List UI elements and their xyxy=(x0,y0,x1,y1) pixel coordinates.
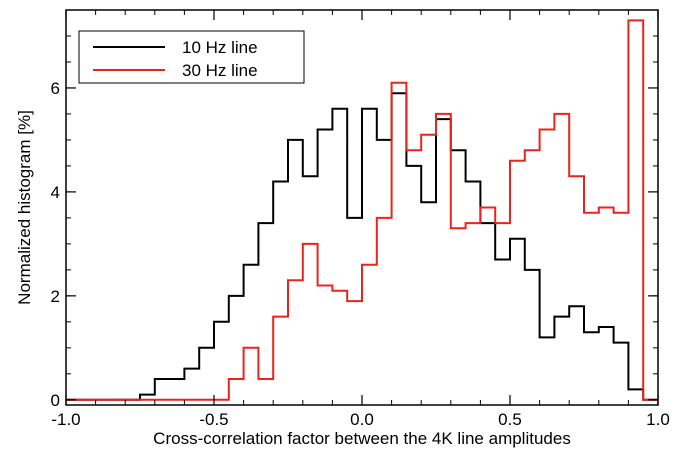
legend-label-30hz: 30 Hz line xyxy=(182,61,258,80)
x-axis-label: Cross-correlation factor between the 4K … xyxy=(153,429,571,448)
x-tick-label: -1.0 xyxy=(51,410,80,429)
y-tick-label: 6 xyxy=(51,79,60,98)
series-step-1 xyxy=(66,19,658,401)
y-axis-ticks: 0 2 4 6 xyxy=(51,9,658,410)
x-tick-label: 0.0 xyxy=(350,410,374,429)
legend: 10 Hz line 30 Hz line xyxy=(78,30,305,84)
x-tick-label: 1.0 xyxy=(646,410,670,429)
series-layer xyxy=(66,19,658,401)
x-tick-label: 0.5 xyxy=(498,410,522,429)
y-tick-label: 0 xyxy=(51,391,60,410)
x-axis-ticks: -1.0 -0.5 0.0 0.5 1.0 xyxy=(51,10,670,429)
legend-label-10hz: 10 Hz line xyxy=(182,38,258,57)
y-axis-label: Normalized histogram [%] xyxy=(15,110,34,305)
plot-area: -1.0 -0.5 0.0 0.5 1.0 0 2 4 6 xyxy=(51,9,670,429)
y-tick-label: 4 xyxy=(51,183,60,202)
x-tick-label: -0.5 xyxy=(199,410,228,429)
series-step-0 xyxy=(66,92,658,401)
y-tick-label: 2 xyxy=(51,287,60,306)
legend-box xyxy=(78,30,305,84)
